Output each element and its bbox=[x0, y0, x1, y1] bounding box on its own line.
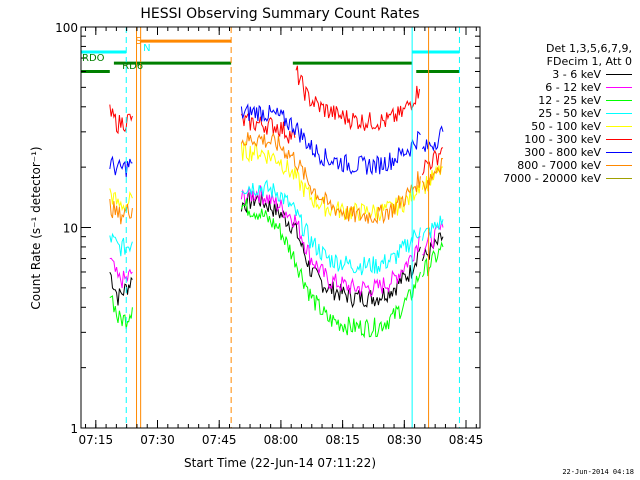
flag-label-0: S bbox=[135, 36, 141, 47]
flag-label-2: RDO bbox=[82, 53, 105, 64]
legend-item-6: 300 - 800 keV bbox=[482, 146, 632, 159]
y-tick-label-0: 1 bbox=[70, 422, 78, 436]
series-line-7-segment-1 bbox=[240, 132, 421, 225]
series-line-5-segment-0 bbox=[109, 104, 133, 135]
series-line-0-segment-0 bbox=[109, 271, 133, 306]
legend-item-2: 12 - 25 keV bbox=[482, 94, 632, 107]
series-line-6-segment-1 bbox=[240, 103, 421, 176]
series-line-2-segment-1 bbox=[240, 198, 421, 339]
x-axis: 07:15 07:30 07:45 08:00 08:15 08:30 08:45 bbox=[79, 27, 484, 447]
series-line-7-segment-2 bbox=[421, 157, 444, 192]
plot-timestamp: 22-Jun-2014 04:18 bbox=[562, 468, 634, 476]
series-line-5-segment-1 bbox=[240, 113, 296, 144]
legend-swatch-1 bbox=[606, 87, 632, 88]
x-tick-label-1: 07:30 bbox=[140, 433, 175, 447]
legend: Det 1,3,5,6,7,9, FDecim 1, Att 0 3 - 6 k… bbox=[482, 42, 632, 185]
legend-label-6: 300 - 800 keV bbox=[524, 146, 601, 159]
legend-swatch-8 bbox=[606, 178, 632, 179]
legend-header-line-2: FDecim 1, Att 0 bbox=[546, 55, 632, 68]
legend-label-7: 800 - 7000 keV bbox=[517, 159, 601, 172]
x-tick-label-4: 08:15 bbox=[325, 433, 360, 447]
series-line-4-segment-1 bbox=[240, 140, 421, 222]
legend-header-line-1: Det 1,3,5,6,7,9, bbox=[545, 42, 632, 55]
legend-swatch-7 bbox=[606, 165, 632, 166]
series-line-6-segment-0 bbox=[109, 155, 133, 177]
legend-item-7: 800 - 7000 keV bbox=[482, 159, 632, 172]
chart-marks bbox=[81, 27, 460, 428]
legend-swatch-4 bbox=[606, 126, 632, 127]
series-line-3-segment-2 bbox=[421, 215, 444, 241]
x-tick-label-0: 07:15 bbox=[79, 433, 114, 447]
legend-item-4: 50 - 100 keV bbox=[482, 120, 632, 133]
x-axis-label: Start Time (22-Jun-14 07:11:22) bbox=[184, 456, 376, 470]
legend-label-4: 50 - 100 keV bbox=[531, 120, 601, 133]
legend-swatch-2 bbox=[606, 100, 632, 101]
series-line-4-segment-0 bbox=[109, 188, 133, 212]
x-tick-label-5: 08:30 bbox=[387, 433, 422, 447]
legend-swatch-0 bbox=[606, 74, 632, 75]
legend-label-8: 7000 - 20000 keV bbox=[503, 172, 601, 185]
legend-swatch-3 bbox=[606, 113, 632, 114]
flag-label-1: N bbox=[143, 43, 150, 54]
series-line-5-segment-3 bbox=[421, 147, 444, 176]
series-line-7-segment-0 bbox=[109, 198, 133, 225]
x-tick-label-3: 08:00 bbox=[264, 433, 299, 447]
series-line-1-segment-0 bbox=[109, 257, 133, 289]
series-line-5-segment-2 bbox=[295, 65, 420, 132]
legend-item-8: 7000 - 20000 keV bbox=[482, 172, 632, 185]
y-tick-label-2: 100 bbox=[55, 21, 78, 35]
series-line-0-segment-1 bbox=[240, 191, 421, 309]
series-line-2-segment-0 bbox=[109, 295, 133, 329]
legend-label-2: 12 - 25 keV bbox=[538, 94, 601, 107]
series-line-3-segment-1 bbox=[241, 179, 421, 276]
x-tick-label-2: 07:45 bbox=[202, 433, 237, 447]
legend-label-3: 25 - 50 keV bbox=[538, 107, 601, 120]
flag-labels: SN RDO RD6 bbox=[82, 36, 151, 72]
flag-label-3: RD6 bbox=[122, 61, 143, 72]
series-line-3-segment-0 bbox=[109, 232, 133, 257]
legend-item-1: 6 - 12 keV bbox=[482, 81, 632, 94]
y-tick-label-1: 10 bbox=[63, 222, 78, 236]
legend-item-3: 25 - 50 keV bbox=[482, 107, 632, 120]
series-line-1-segment-1 bbox=[240, 185, 421, 298]
y-axis: 1 10 100 bbox=[55, 21, 480, 436]
series-line-6-segment-2 bbox=[421, 125, 444, 152]
series-line-2-segment-2 bbox=[421, 241, 444, 278]
legend-label-1: 6 - 12 keV bbox=[545, 81, 601, 94]
legend-item-5: 100 - 300 keV bbox=[482, 133, 632, 146]
series-line-1-segment-2 bbox=[422, 221, 444, 256]
legend-label-5: 100 - 300 keV bbox=[524, 133, 601, 146]
y-axis-label: Count Rate (s⁻¹ detector⁻¹) bbox=[29, 146, 43, 309]
legend-item-0: 3 - 6 keV bbox=[482, 68, 632, 81]
x-tick-label-6: 08:45 bbox=[449, 433, 484, 447]
legend-label-0: 3 - 6 keV bbox=[552, 68, 601, 81]
legend-swatch-6 bbox=[606, 152, 632, 153]
legend-swatch-5 bbox=[606, 139, 632, 140]
chart-title: HESSI Observing Summary Count Rates bbox=[140, 6, 419, 22]
